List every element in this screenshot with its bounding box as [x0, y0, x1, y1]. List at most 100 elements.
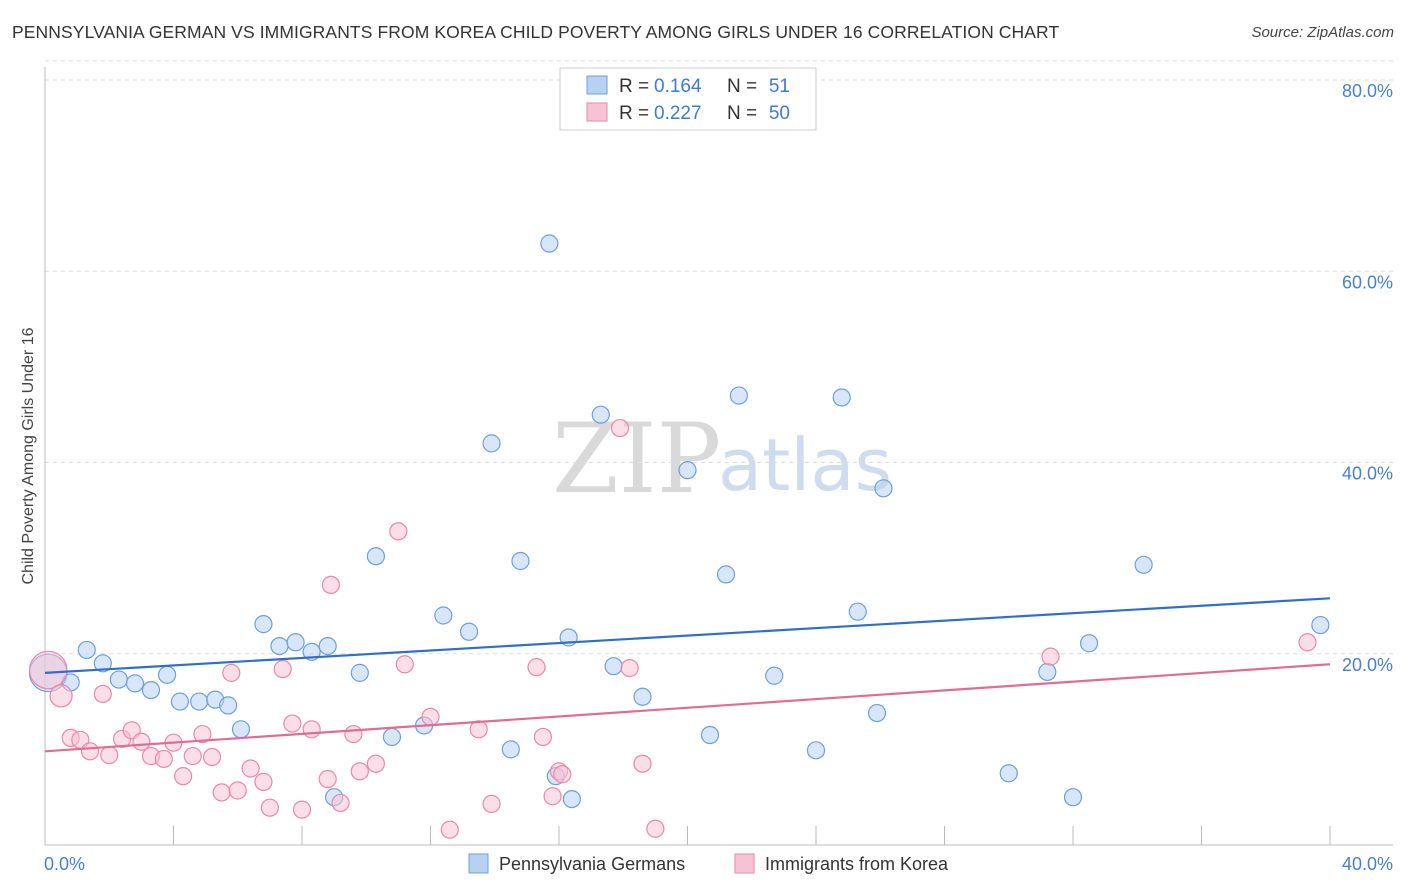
immigrants-korea-point-29 — [331, 793, 350, 813]
pennsylvania-germans-point-25 — [482, 434, 501, 453]
legend-swatch-pink — [586, 102, 608, 122]
pennsylvania-germans-point-9 — [190, 692, 209, 711]
pennsylvania-germans-point-33 — [604, 657, 623, 676]
pennsylvania-germans-point-28 — [540, 234, 559, 253]
source-credit: Source: ZipAtlas.com — [1251, 24, 1394, 41]
immigrants-korea-point-31 — [350, 762, 369, 781]
immigrants-korea-point-27 — [318, 769, 337, 789]
immigrants-korea-point-18 — [222, 663, 241, 682]
immigrants-korea-point-30 — [344, 724, 363, 744]
immigrants-korea-point-11 — [154, 749, 173, 769]
pennsylvania-germans-point-2 — [77, 640, 96, 660]
pennsylvania-germans-point-6 — [141, 680, 161, 700]
immigrants-korea-point-15 — [193, 724, 212, 744]
pennsylvania-germans-point-32 — [591, 405, 610, 424]
watermark-atlas: atlas — [718, 423, 892, 507]
pennsylvania-germans-point-17 — [318, 636, 337, 656]
pennsylvania-germans-point-3 — [93, 654, 112, 673]
pennsylvania-germans-point-35 — [678, 461, 697, 480]
y-tick-label-40: 40.0% — [1342, 464, 1393, 484]
gridlines — [45, 60, 1393, 655]
pennsylvania-germans-point-21 — [382, 727, 402, 747]
immigrants-korea-point-33 — [389, 522, 408, 541]
y-axis-label: Child Poverty Among Girls Under 16 — [20, 327, 37, 584]
pennsylvania-germans-point-13 — [254, 615, 273, 634]
pennsylvania-germans-point-26 — [501, 740, 520, 759]
pennsylvania-germans-point-43 — [867, 703, 887, 723]
pennsylvania-germans-point-4 — [109, 670, 128, 689]
watermark-zip: ZIP — [552, 403, 721, 515]
trend-lines — [44, 597, 1331, 753]
chart-title: PENNSYLVANIA GERMAN VS IMMIGRANTS FROM K… — [12, 22, 1060, 42]
immigrants-korea-point-48 — [1041, 647, 1060, 666]
pennsylvania-germans-point-7 — [157, 665, 177, 684]
pennsylvania-germans-point-14 — [270, 636, 289, 656]
legend-swatch-blue — [586, 75, 608, 95]
pennsylvania-germans-point-41 — [832, 388, 851, 407]
pennsylvania-germans-point-37 — [716, 565, 736, 584]
y-tick-label-20: 20.0% — [1342, 655, 1393, 675]
immigrants-korea-point-0 — [28, 650, 68, 690]
pennsylvania-germans-point-42 — [848, 602, 867, 621]
pennsylvania-germans-point-19 — [350, 663, 369, 682]
pennsylvania-germans-point-30 — [562, 789, 581, 809]
immigrants-korea-point-22 — [260, 798, 279, 817]
immigrants-korea-point-24 — [283, 714, 302, 733]
immigrants-korea-point-17 — [212, 783, 231, 802]
pennsylvania-germans-point-48 — [1079, 634, 1099, 653]
legend-r-value-2: 0.227 — [654, 103, 702, 124]
immigrants-korea-point-13 — [174, 767, 193, 786]
pennsylvania-germans-point-20 — [366, 547, 385, 566]
immigrants-korea-point-32 — [366, 754, 385, 773]
bottom-legend-label-2: Immigrants from Korea — [765, 854, 949, 874]
pennsylvania-germans-point-50 — [1311, 615, 1330, 635]
pennsylvania-germans-point-44 — [874, 479, 893, 498]
pennsylvania-germans-point-27 — [511, 551, 530, 571]
legend-n-label-1: N = — [727, 76, 757, 97]
immigrants-korea-point-5 — [93, 684, 112, 704]
legend-n-value-2: 50 — [769, 103, 790, 124]
x-tick-label-max: 40.0% — [1342, 854, 1393, 874]
series-pennsylvania-germans-points — [28, 234, 1330, 809]
immigrants-korea-point-39 — [527, 658, 546, 677]
bottom-legend-swatch-pink — [734, 853, 755, 874]
immigrants-korea-point-47 — [646, 819, 665, 838]
immigrants-korea-point-38 — [482, 794, 501, 813]
immigrants-korea-point-35 — [421, 707, 440, 726]
immigrants-korea-point-4 — [80, 742, 100, 761]
pennsylvania-germans-point-12 — [231, 720, 251, 739]
immigrants-korea-point-37 — [469, 720, 488, 739]
legend-r-label-1: R = — [619, 76, 649, 97]
immigrants-korea-point-44 — [610, 418, 630, 438]
immigrants-korea-point-45 — [620, 658, 639, 678]
x-tick-label-min: 0.0% — [44, 854, 85, 874]
immigrants-korea-point-25 — [292, 800, 312, 819]
legend-n-label-2: N = — [727, 103, 757, 124]
immigrants-korea-point-19 — [228, 781, 247, 800]
immigrants-korea-point-43 — [553, 765, 572, 784]
y-tick-label-80: 80.0% — [1342, 81, 1393, 101]
immigrants-korea-point-41 — [543, 787, 562, 806]
pennsylvania-germans-point-49 — [1134, 555, 1153, 574]
pennsylvania-germans-point-40 — [806, 741, 826, 760]
y-tick-labels: 20.0% 40.0% 60.0% 80.0% — [1342, 81, 1393, 675]
pennsylvania-germans-point-34 — [633, 687, 652, 706]
pennsylvania-germans-point-46 — [1038, 662, 1057, 682]
bottom-legend: Pennsylvania Germans Immigrants from Kor… — [468, 853, 949, 874]
pennsylvania-germans-point-47 — [1063, 788, 1083, 807]
immigrants-korea-point-16 — [202, 747, 222, 767]
pennsylvania-germans-point-23 — [434, 606, 453, 625]
trend-line-immigrants-korea — [44, 663, 1331, 753]
immigrants-korea-point-28 — [321, 575, 341, 595]
x-ticks — [173, 826, 1331, 845]
bottom-legend-swatch-blue — [468, 853, 489, 874]
immigrants-korea-point-6 — [100, 746, 119, 765]
axes — [44, 67, 1393, 846]
y-tick-label-60: 60.0% — [1342, 272, 1393, 292]
immigrants-korea-point-23 — [273, 659, 292, 679]
pennsylvania-germans-point-45 — [999, 764, 1018, 783]
immigrants-korea-point-40 — [533, 727, 553, 747]
pennsylvania-germans-point-39 — [765, 666, 784, 685]
pennsylvania-germans-point-5 — [125, 674, 145, 693]
